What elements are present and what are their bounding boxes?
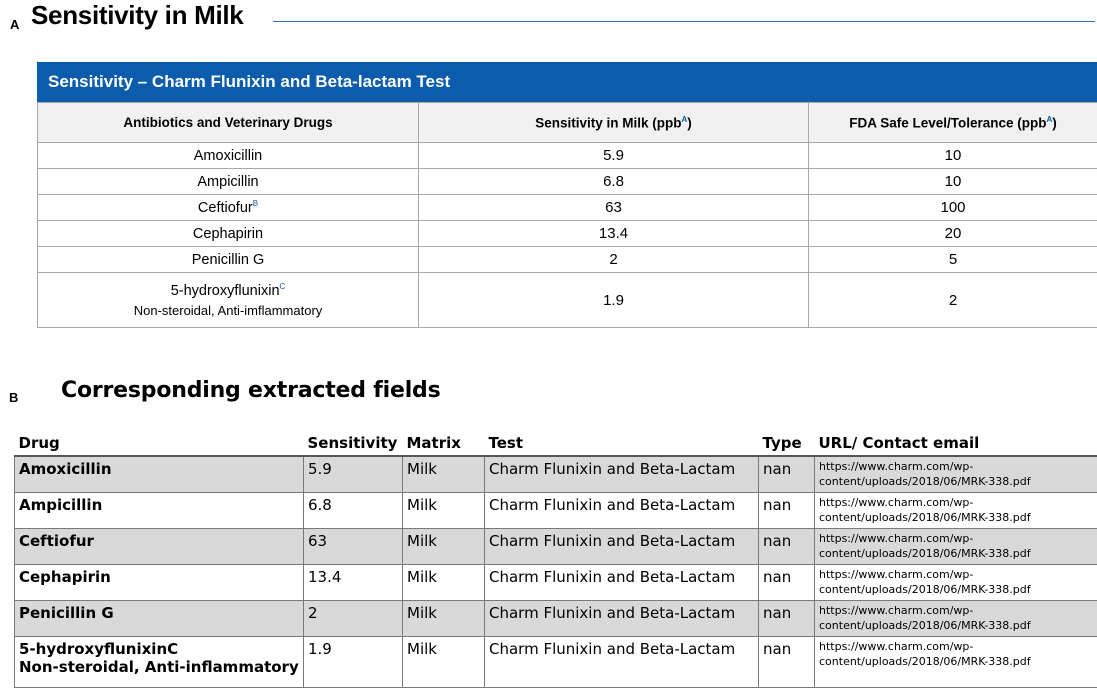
column-header-drug: Drug [15, 431, 304, 456]
url-cell: https://www.charm.com/wp-content/uploads… [815, 493, 1097, 529]
table-row: Amoxicillin 5.9 Milk Charm Flunixin and … [15, 456, 1097, 493]
table-row: Ampicillin 6.8 10 [38, 169, 1097, 195]
sensitivity-cell: 2 [304, 601, 403, 637]
url-cell: https://www.charm.com/wp-content/uploads… [815, 637, 1097, 688]
type-cell: nan [759, 637, 815, 688]
panel-a-letter: A [10, 17, 19, 32]
url-cell: https://www.charm.com/wp-content/uploads… [815, 529, 1097, 565]
drug-cell: Ampicillin [38, 169, 419, 195]
drug-class-note: Non-steroidal, Anti-imflammatory [38, 303, 418, 318]
test-cell: Charm Flunixin and Beta-Lactam [485, 493, 759, 529]
column-header-drug: Antibiotics and Veterinary Drugs [38, 103, 419, 143]
heading-divider [273, 21, 1095, 22]
matrix-cell: Milk [403, 637, 485, 688]
matrix-cell: Milk [403, 493, 485, 529]
table-row: Amoxicillin 5.9 10 [38, 143, 1097, 169]
fda-level-cell: 10 [809, 143, 1097, 169]
table-row: Ampicillin 6.8 Milk Charm Flunixin and B… [15, 493, 1097, 529]
drug-cell: Penicillin G [15, 601, 304, 637]
sensitivity-cell: 1.9 [304, 637, 403, 688]
fda-level-cell: 100 [809, 195, 1097, 221]
sensitivity-cell: 5.9 [419, 143, 809, 169]
sensitivity-cell: 2 [419, 247, 809, 273]
type-cell: nan [759, 456, 815, 493]
sensitivity-cell: 1.9 [419, 273, 809, 328]
test-cell: Charm Flunixin and Beta-Lactam [485, 529, 759, 565]
drug-cell: Cephapirin [38, 221, 419, 247]
type-cell: nan [759, 529, 815, 565]
test-cell: Charm Flunixin and Beta-Lactam [485, 456, 759, 493]
drug-cell: Ampicillin [15, 493, 304, 529]
matrix-cell: Milk [403, 456, 485, 493]
url-cell: https://www.charm.com/wp-content/uploads… [815, 601, 1097, 637]
panel-a-heading: Sensitivity in Milk [31, 0, 243, 31]
drug-cell: Penicillin G [38, 247, 419, 273]
drug-cell: CeftiofurB [38, 195, 419, 221]
table-row: Cephapirin 13.4 Milk Charm Flunixin and … [15, 565, 1097, 601]
type-cell: nan [759, 565, 815, 601]
fda-level-cell: 5 [809, 247, 1097, 273]
sensitivity-table: Antibiotics and Veterinary Drugs Sensiti… [37, 102, 1097, 328]
sensitivity-table-title: Sensitivity – Charm Flunixin and Beta-la… [37, 62, 1097, 102]
drug-cell: Ceftiofur [15, 529, 304, 565]
test-cell: Charm Flunixin and Beta-Lactam [485, 601, 759, 637]
sensitivity-cell: 13.4 [304, 565, 403, 601]
matrix-cell: Milk [403, 565, 485, 601]
column-header-sensitivity: Sensitivity in Milk (ppbA) [419, 103, 809, 143]
extracted-table-header: Drug Sensitivity Matrix Test Type URL/ C… [15, 431, 1097, 456]
footnote-ref: B [253, 199, 258, 208]
sensitivity-table-card: Sensitivity – Charm Flunixin and Beta-la… [37, 62, 1097, 328]
matrix-cell: Milk [403, 529, 485, 565]
column-header-test: Test [485, 431, 759, 456]
test-cell: Charm Flunixin and Beta-Lactam [485, 637, 759, 688]
panel-b-heading: Corresponding extracted fields [61, 378, 440, 403]
type-cell: nan [759, 601, 815, 637]
sensitivity-cell: 5.9 [304, 456, 403, 493]
footnote-ref: C [280, 282, 286, 291]
extracted-fields-table: Drug Sensitivity Matrix Test Type URL/ C… [14, 431, 1097, 688]
table-row: 5-hydroxyflunixinC Non-steroidal, Anti-i… [38, 273, 1097, 328]
sensitivity-cell: 6.8 [304, 493, 403, 529]
column-header-matrix: Matrix [403, 431, 485, 456]
url-cell: https://www.charm.com/wp-content/uploads… [815, 565, 1097, 601]
test-cell: Charm Flunixin and Beta-Lactam [485, 565, 759, 601]
drug-cell: 5-hydroxyflunixinC Non-steroidal, Anti-i… [38, 273, 419, 328]
table-row: CeftiofurB 63 100 [38, 195, 1097, 221]
matrix-cell: Milk [403, 601, 485, 637]
fda-level-cell: 20 [809, 221, 1097, 247]
sensitivity-cell: 13.4 [419, 221, 809, 247]
table-row: Ceftiofur 63 Milk Charm Flunixin and Bet… [15, 529, 1097, 565]
drug-cell: Amoxicillin [15, 456, 304, 493]
sensitivity-cell: 63 [419, 195, 809, 221]
drug-cell: Amoxicillin [38, 143, 419, 169]
type-cell: nan [759, 493, 815, 529]
sensitivity-cell: 63 [304, 529, 403, 565]
column-header-fda: FDA Safe Level/Tolerance (ppbA) [809, 103, 1097, 143]
url-cell: https://www.charm.com/wp-content/uploads… [815, 456, 1097, 493]
table-row: Penicillin G 2 5 [38, 247, 1097, 273]
column-header-sensitivity: Sensitivity [304, 431, 403, 456]
table-row: Penicillin G 2 Milk Charm Flunixin and B… [15, 601, 1097, 637]
drug-cell: Cephapirin [15, 565, 304, 601]
panel-b-letter: B [9, 390, 18, 405]
drug-class-note: Non-steroidal, Anti-inflammatory [19, 658, 299, 676]
column-header-type: Type [759, 431, 815, 456]
fda-level-cell: 10 [809, 169, 1097, 195]
fda-level-cell: 2 [809, 273, 1097, 328]
sensitivity-cell: 6.8 [419, 169, 809, 195]
column-header-url: URL/ Contact email [815, 431, 1097, 456]
sensitivity-table-header: Antibiotics and Veterinary Drugs Sensiti… [38, 103, 1097, 143]
table-row: Cephapirin 13.4 20 [38, 221, 1097, 247]
